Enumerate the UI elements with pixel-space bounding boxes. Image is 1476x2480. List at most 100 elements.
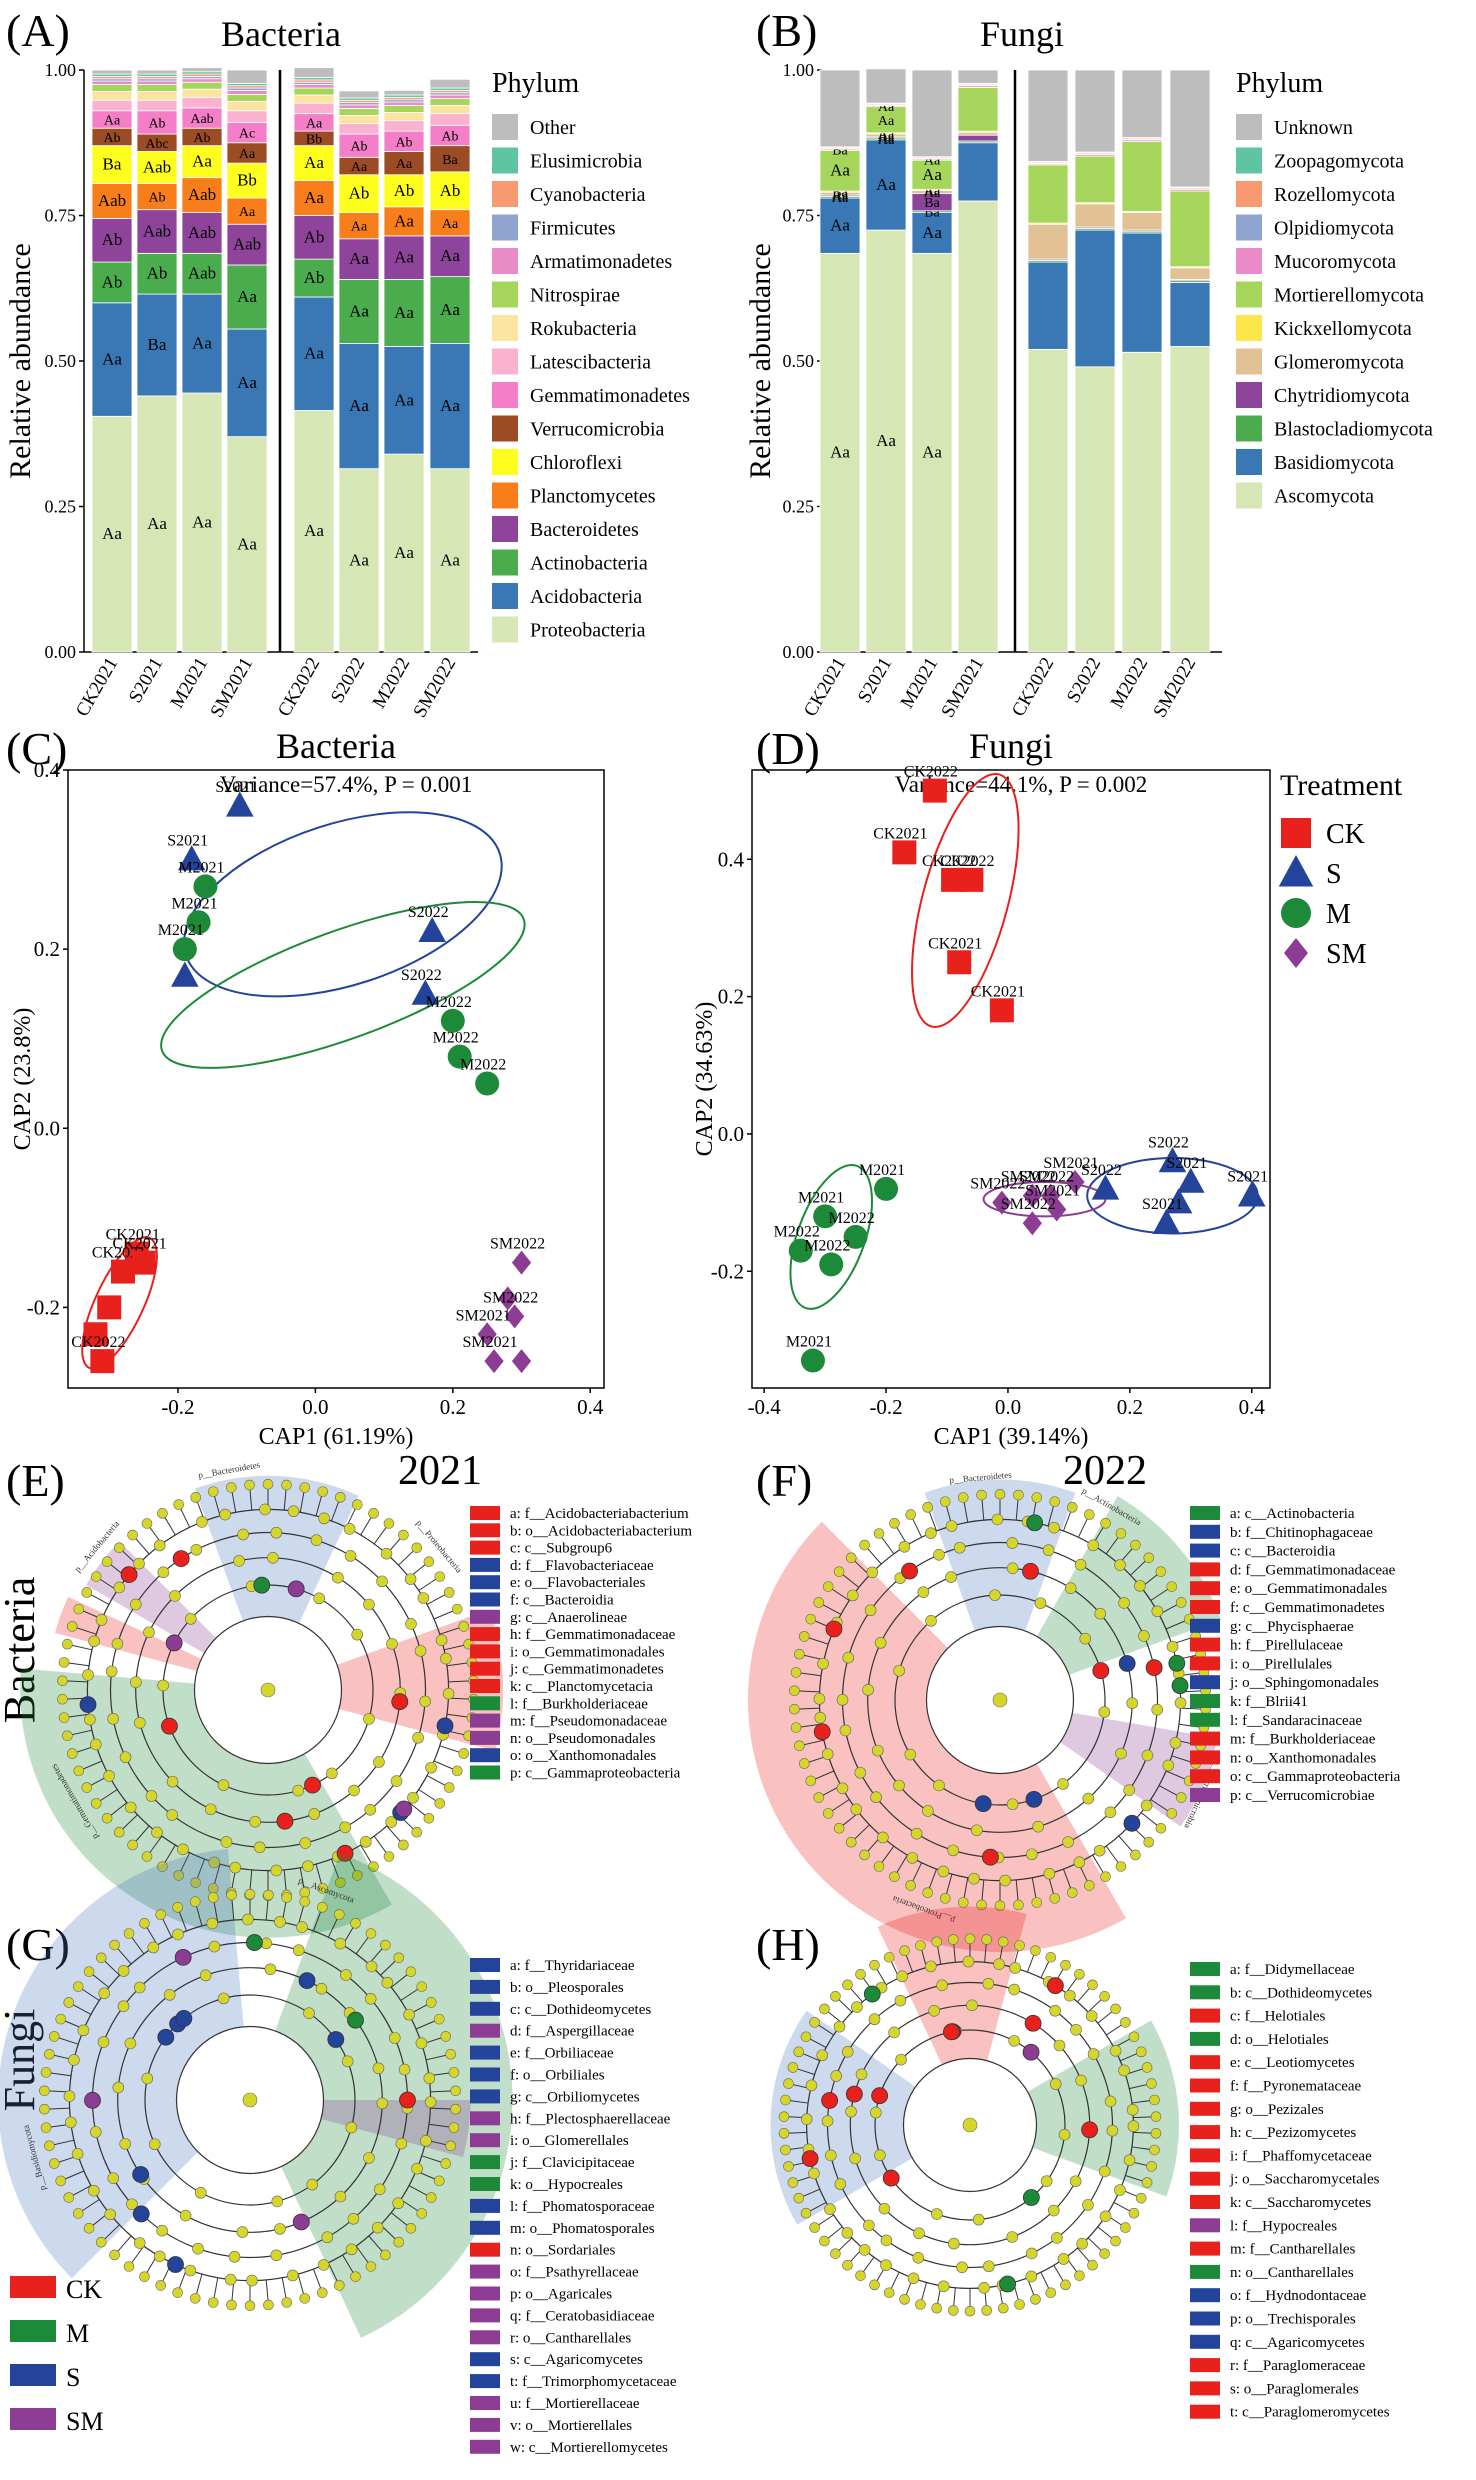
marker-circle: [475, 1071, 500, 1096]
legend-label: CK: [1326, 819, 1365, 850]
leaf-node: [244, 1479, 255, 1491]
inner-node: [874, 2149, 886, 2161]
legend-label: t: c__Paraglomeromycetes: [1230, 2405, 1390, 2421]
inner-node: [386, 1638, 398, 1650]
x-tick-label: 0.0: [995, 1395, 1021, 1419]
legend-label: n: o__Cantharellales: [1230, 2265, 1354, 2281]
legend-label: Cyanobacteria: [530, 184, 646, 206]
inner-node: [249, 1815, 261, 1828]
leaf-node: [317, 2287, 328, 2298]
legend-label: a: f__Thyridariaceae: [510, 1958, 635, 1974]
x-tick-label: S2021: [854, 654, 896, 707]
leaf-node: [1175, 1792, 1187, 1803]
significant-node: [175, 2010, 193, 2027]
inner-node: [945, 1520, 958, 1532]
y-tick-label: -0.2: [27, 1295, 60, 1319]
legend-label: c: c__Subgroup6: [510, 1541, 613, 1557]
inner-node: [292, 1944, 305, 1957]
leaf-node: [957, 1492, 969, 1503]
inner-node: [296, 1921, 308, 1933]
legend-swatch: [470, 2045, 500, 2060]
leaf-node: [380, 1939, 391, 1951]
leaf-node: [1155, 1823, 1167, 1834]
bar-segment: [383, 112, 425, 122]
legend-label: d: f__Gemmatimonadaceae: [1230, 1562, 1396, 1578]
y-axis-label: Relative abundance: [4, 243, 37, 479]
leaf-node: [889, 1518, 900, 1529]
leaf-node: [244, 1888, 256, 1900]
inner-node: [1082, 1792, 1095, 1805]
inner-node: [1141, 1749, 1154, 1762]
inner-node: [440, 1652, 452, 1665]
inner-node: [345, 2243, 358, 2256]
point-label: S2022: [1148, 1134, 1189, 1151]
inner-node: [1025, 2270, 1038, 2283]
bar-segment: [338, 343, 380, 470]
bar-segment: [181, 392, 223, 653]
bar-label: Aa: [102, 350, 122, 369]
treatment-swatch: [10, 2276, 56, 2298]
y-axis-label: CAP2 (23.8%): [10, 1008, 36, 1151]
legend-label: p: o__Agaricales: [510, 2287, 612, 2303]
legend-swatch: [470, 2111, 500, 2126]
inner-node: [893, 1664, 905, 1677]
bar-segment: [181, 145, 223, 179]
bar-segment: [91, 415, 133, 653]
inner-node: [894, 1994, 907, 2007]
leaf-node: [1087, 2259, 1098, 2271]
legend-label: m: f__Burkholderiaceae: [1230, 1732, 1376, 1748]
inner-node: [816, 2049, 829, 2062]
point-label: SM2021: [1025, 1182, 1080, 1199]
inner-node: [913, 2227, 925, 2240]
leaf-node: [981, 2305, 992, 2316]
inner-node: [880, 2234, 893, 2247]
leaf-node: [1031, 1492, 1043, 1503]
legend-label: SM: [1326, 939, 1367, 970]
inner-node: [348, 1784, 360, 1797]
legend-swatch: [492, 583, 518, 609]
inner-node: [217, 1779, 230, 1791]
bar-label: Aab: [143, 222, 171, 241]
inner-node: [199, 1969, 212, 1982]
leaf-node: [281, 1892, 293, 1903]
inner-node: [830, 2070, 842, 2082]
legend-swatch: [470, 2352, 500, 2367]
legend-swatch: [1190, 2078, 1220, 2093]
inner-node: [306, 2178, 319, 2191]
chart-title: Bacteria: [221, 14, 341, 54]
legend-label: M: [1326, 899, 1351, 930]
inner-node: [233, 1555, 245, 1567]
bar-label: Aa: [440, 396, 460, 415]
inner-node: [1070, 2023, 1082, 2036]
marker-circle: [800, 1348, 825, 1373]
inner-node: [854, 1766, 867, 1779]
inner-node: [1085, 2010, 1098, 2022]
significant-node: [821, 2092, 839, 2109]
legend-swatch: [470, 1979, 500, 1994]
y-tick-label: -0.2: [711, 1259, 744, 1283]
legend-swatch: [1190, 2381, 1220, 2396]
inner-node: [1006, 1537, 1019, 1549]
bar-segment: [1074, 69, 1116, 153]
bar-label: Aa: [394, 211, 414, 230]
leaf-node: [157, 1861, 168, 1872]
inner-node: [972, 2213, 985, 2226]
significant-node: [292, 2213, 310, 2231]
legend-swatch: [1190, 2031, 1220, 2046]
bar-segment: [429, 78, 471, 89]
legend-swatch: [1190, 2008, 1220, 2023]
inner-node: [1098, 1706, 1111, 1718]
bar-label: Aa: [440, 300, 460, 319]
clade-highlight-sector: [86, 1541, 217, 1654]
significant-node: [901, 1562, 918, 1580]
significant-node: [863, 1985, 881, 2003]
leaf-node: [790, 1722, 802, 1733]
significant-node: [1026, 1514, 1044, 1532]
leaf-node: [1141, 2062, 1153, 2073]
bar-segment: [293, 180, 335, 216]
leaf-node: [994, 1488, 1006, 1500]
leaf-node: [448, 2122, 460, 2133]
legend-swatch: [492, 181, 518, 207]
inner-node: [151, 1826, 163, 1839]
inner-node: [1008, 1983, 1020, 1996]
